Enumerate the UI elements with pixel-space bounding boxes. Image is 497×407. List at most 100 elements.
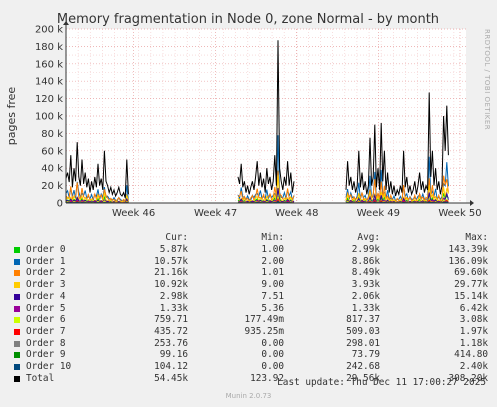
legend-max: 2.40k [459,361,488,372]
legend-cur: 5.87k [159,244,188,255]
legend-avg: 3.93k [351,279,380,291]
legend-swatch [14,317,20,324]
legend-row: Order 10 104.12 0.00 242.68 2.40k [8,361,488,373]
legend-swatch [14,352,20,359]
legend-avg: 298.01 [346,337,380,349]
legend-cur: 253.76 [154,337,188,349]
x-axis-arrow [470,200,474,206]
legend-cur: 99.16 [159,349,188,361]
legend-avg: 1.33k [351,302,380,314]
y-tick-label: 80 k [41,129,63,140]
legend-swatch [14,293,20,300]
legend-cur: 435.72 [154,325,188,337]
legend-swatch [14,258,20,265]
rrdtool-credit: RRDTOOL / TOBI OETIKER [483,29,491,130]
y-tick-label: 60 k [41,146,63,157]
y-tick-label: 0 [57,199,63,210]
legend-max: 143.39k [448,244,488,255]
series-line-order-3 [65,192,129,204]
legend-name: Order 5 [26,302,66,314]
legend-avg: 8.86k [351,255,380,267]
header-cur: Cur: [165,232,188,243]
legend-swatch [14,340,20,347]
x-tick-label: Week 49 [357,208,400,219]
last-update: Last update: Thu Dec 11 17:00:27 2025 [277,377,486,388]
legend-cur: 54.45k [154,372,188,384]
legend-min: 935.25m [244,325,284,337]
legend-swatch [14,364,20,370]
legend-name: Order 8 [26,337,66,349]
legend-row: Order 6 759.71 177.49m 817.37 3.08k [8,314,488,326]
legend-min: 2.00 [261,255,284,267]
legend-max: 29.77k [454,279,488,291]
legend-min: 177.49m [244,314,284,326]
legend-cur: 1.33k [159,302,188,314]
legend-name: Order 0 [26,244,66,255]
legend-row: Order 2 21.16k 1.01 8.49k 69.60k [8,267,488,279]
legend-row: Order 1 10.57k 2.00 8.86k 136.09k [8,256,488,268]
legend-max: 69.60k [454,267,488,279]
legend-avg: 509.03 [346,325,380,337]
legend-name: Order 2 [26,267,66,279]
x-tick-label: Week 47 [194,208,237,219]
legend-header-row: Cur: Min: Avg: Max: [8,232,488,244]
series-line-order-1 [237,135,295,202]
legend-max: 3.08k [459,314,488,326]
legend-name: Order 9 [26,349,66,361]
legend-max: 1.97k [459,325,488,337]
legend-min: 0.00 [261,361,284,372]
legend-avg: 29.56k [346,372,380,384]
legend-min: 123.92 [250,372,284,384]
legend-row: Order 5 1.33k 5.36 1.33k 6.42k [8,303,488,315]
series-line-order-4 [237,187,295,204]
legend-avg: 242.68 [346,361,380,372]
legend-min: 0.00 [261,337,284,349]
y-tick-label: 180 k [35,42,63,53]
y-axis-arrow [63,21,69,25]
chart: 0 20 k 40 k 60 k 80 k 100 k 120 k 140 k 160 k 180… [5,12,491,219]
legend-min: 1.01 [261,267,284,279]
legend-name: Order 3 [26,279,66,291]
legend-name: Order 7 [26,325,66,337]
legend-name: Order 10 [26,361,72,372]
grid [66,28,466,204]
y-tick-label: 120 k [35,94,63,105]
legend-max: 136.09k [448,255,488,267]
header-avg: Avg: [357,232,380,243]
legend-row: Order 0 5.87k 1.00 2.99k 143.39k [8,244,488,256]
legend-max: 414.80 [454,349,488,361]
legend-row: Order 4 2.98k 7.51 2.06k 15.14k [8,291,488,303]
y-tick-label: 160 k [35,59,63,70]
y-tick-label: 20 k [41,181,63,192]
legend-name: Order 4 [26,290,66,302]
legend-swatch [14,305,20,312]
legend-max: 308.20k [448,372,488,384]
legend-cur: 2.98k [159,290,188,302]
legend-name: Order 6 [26,314,66,326]
header-min: Min: [261,232,284,243]
legend-name: Total [26,372,55,384]
series-line-total [345,92,449,197]
legend-row: Total 54.45k 123.92 29.56k 308.20k [8,373,488,385]
legend-min: 7.51 [261,290,284,302]
legend-min: 9.00 [261,279,284,291]
legend-swatch [14,270,20,277]
legend-avg: 8.49k [351,267,380,279]
header-max: Max: [465,232,488,243]
legend-avg: 817.37 [346,314,380,326]
legend-name: Order 1 [26,255,66,267]
series-line-total [65,142,129,198]
legend-min: 5.36 [261,302,284,314]
legend-swatch [14,282,20,289]
legend-cur: 10.57k [154,255,188,267]
legend-row: Order 8 253.76 0.00 298.01 1.18k [8,338,488,350]
munin-version: Munin 2.0.73 [225,392,272,400]
series-line-order-3 [345,185,449,204]
legend-cur: 10.92k [154,279,188,291]
y-tick-label: 140 k [35,77,63,88]
legend-swatch [14,375,20,382]
y-axis-label: pages free [5,87,18,146]
series-line-total [237,40,295,195]
legend-avg: 73.79 [351,349,380,361]
legend-min: 0.00 [261,349,284,361]
